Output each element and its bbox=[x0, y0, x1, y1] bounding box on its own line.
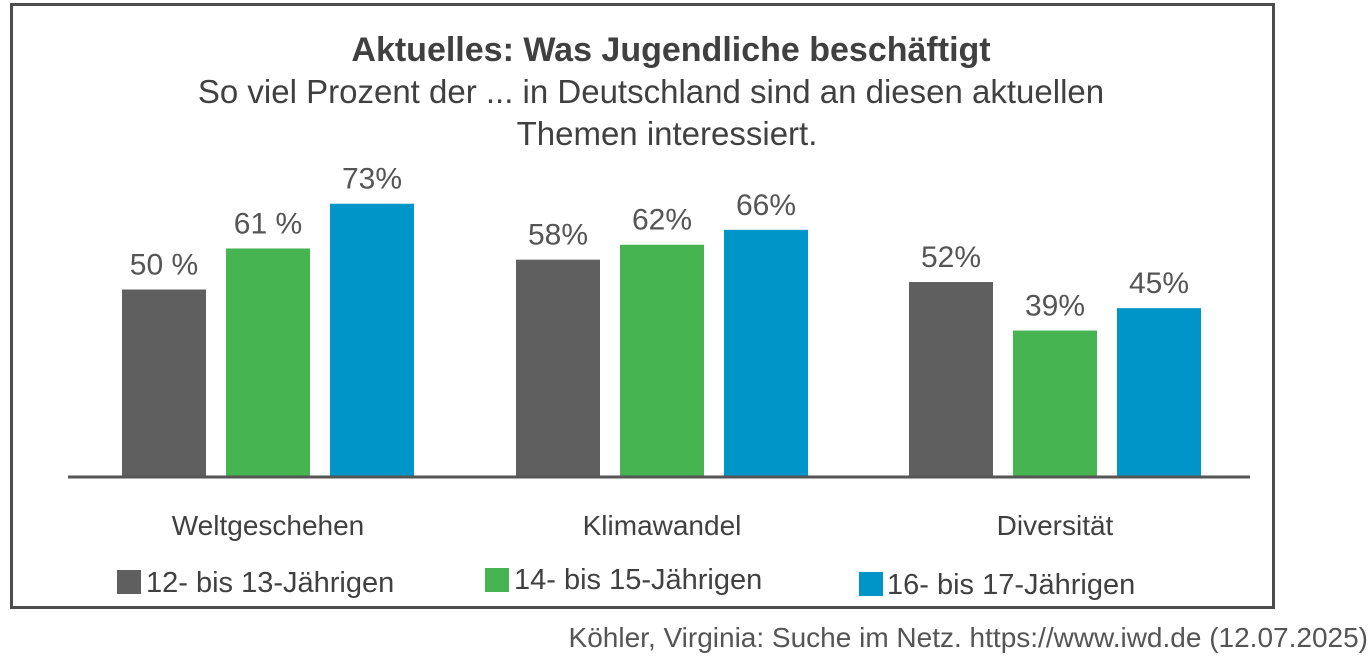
value-label-diversitaet-series-2: 39% bbox=[1025, 290, 1085, 323]
chart-title: Aktuelles: Was Jugendliche beschäftigt bbox=[351, 31, 990, 69]
bar-klimawandel-series-2 bbox=[620, 244, 704, 476]
chart-subtitle-line-1: So viel Prozent der ... in Deutschland s… bbox=[198, 73, 1104, 110]
source-text: Köhler, Virginia: Suche im Netz. https:/… bbox=[569, 622, 1368, 653]
bar-weltgeschehen-series-2 bbox=[226, 248, 310, 476]
category-label-diversitaet: Diversität bbox=[997, 510, 1114, 541]
bar-klimawandel-series-1 bbox=[516, 259, 600, 476]
legend-swatch-series-1 bbox=[117, 570, 141, 594]
legend-swatch-series-3 bbox=[859, 572, 883, 596]
legend-label-series-3: 16- bis 17-Jährigen bbox=[887, 569, 1135, 601]
legend: 12- bis 13-Jährigen 14- bis 15-Jährigen 16… bbox=[117, 564, 1135, 601]
legend-label-series-1: 12- bis 13-Jährigen bbox=[146, 567, 394, 599]
value-label-weltgeschehen-series-2: 61 % bbox=[234, 207, 302, 240]
category-labels-group: Weltgeschehen Klimawandel Diversität bbox=[172, 510, 1114, 541]
bar-klimawandel-series-3 bbox=[724, 229, 808, 476]
chart-frame bbox=[10, 3, 1275, 609]
chart-subtitle-line-2: Themen interessiert. bbox=[517, 115, 818, 152]
value-label-klimawandel-series-3: 66% bbox=[736, 189, 796, 222]
bar-diversitaet-series-3 bbox=[1117, 308, 1201, 476]
bars-group bbox=[122, 203, 1201, 476]
value-label-klimawandel-series-1: 58% bbox=[528, 219, 588, 252]
value-label-weltgeschehen-series-3: 73% bbox=[342, 163, 402, 196]
value-label-weltgeschehen-series-1: 50 % bbox=[130, 249, 198, 282]
value-label-diversitaet-series-1: 52% bbox=[921, 241, 981, 274]
category-label-weltgeschehen: Weltgeschehen bbox=[172, 510, 365, 541]
bar-diversitaet-series-2 bbox=[1013, 330, 1097, 476]
bar-weltgeschehen-series-1 bbox=[122, 289, 206, 476]
category-label-klimawandel: Klimawandel bbox=[583, 510, 742, 541]
legend-swatch-series-2 bbox=[485, 568, 509, 592]
value-labels-group: 50 % 61 % 73% 58% 62% 66% 52% 39% 45% bbox=[130, 163, 1189, 323]
legend-label-series-2: 14- bis 15-Jährigen bbox=[514, 564, 762, 596]
value-label-klimawandel-series-2: 62% bbox=[632, 204, 692, 237]
value-label-diversitaet-series-3: 45% bbox=[1129, 267, 1189, 300]
bar-diversitaet-series-1 bbox=[909, 282, 993, 476]
bar-weltgeschehen-series-3 bbox=[330, 203, 414, 476]
